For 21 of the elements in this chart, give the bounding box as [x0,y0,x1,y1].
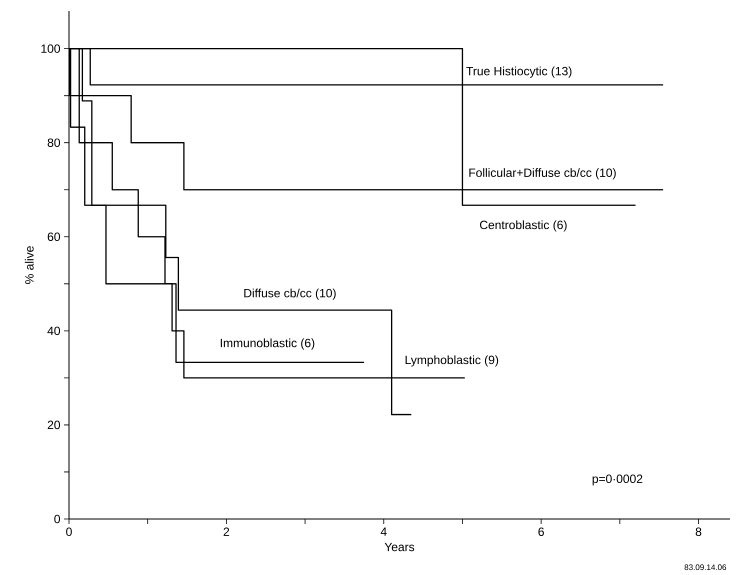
y-tick-label: 100 [41,44,60,53]
y-tick-label: 60 [48,232,60,242]
y-tick-label: 0 [54,514,60,524]
series-label: Centroblastic (6) [480,220,567,232]
x-tick-label: 8 [696,528,702,536]
y-tick-label: 20 [48,420,60,430]
x-tick-label: 2 [224,528,230,536]
annotation: p=0·0002 [592,474,642,486]
x-axis-title: Years [384,542,414,552]
series-label: Immunoblastic (6) [220,338,314,350]
text: 83.09.14.06 [684,564,726,570]
x-tick-label: 6 [538,528,544,536]
series-label: Lymphoblastic (9) [406,355,498,367]
y-axis-title: % alive [24,246,34,284]
x-tick-label: 4 [380,528,387,536]
series-label: True Histiocytic (13) [466,66,572,78]
series-label: Follicular+Diffuse cb/cc (10) [469,168,616,180]
series-label: Diffuse cb/cc (10) [244,288,336,300]
x-tick-label: 0 [66,528,72,536]
y-tick-label: 80 [48,138,60,147]
y-tick-label: 40 [47,326,60,336]
